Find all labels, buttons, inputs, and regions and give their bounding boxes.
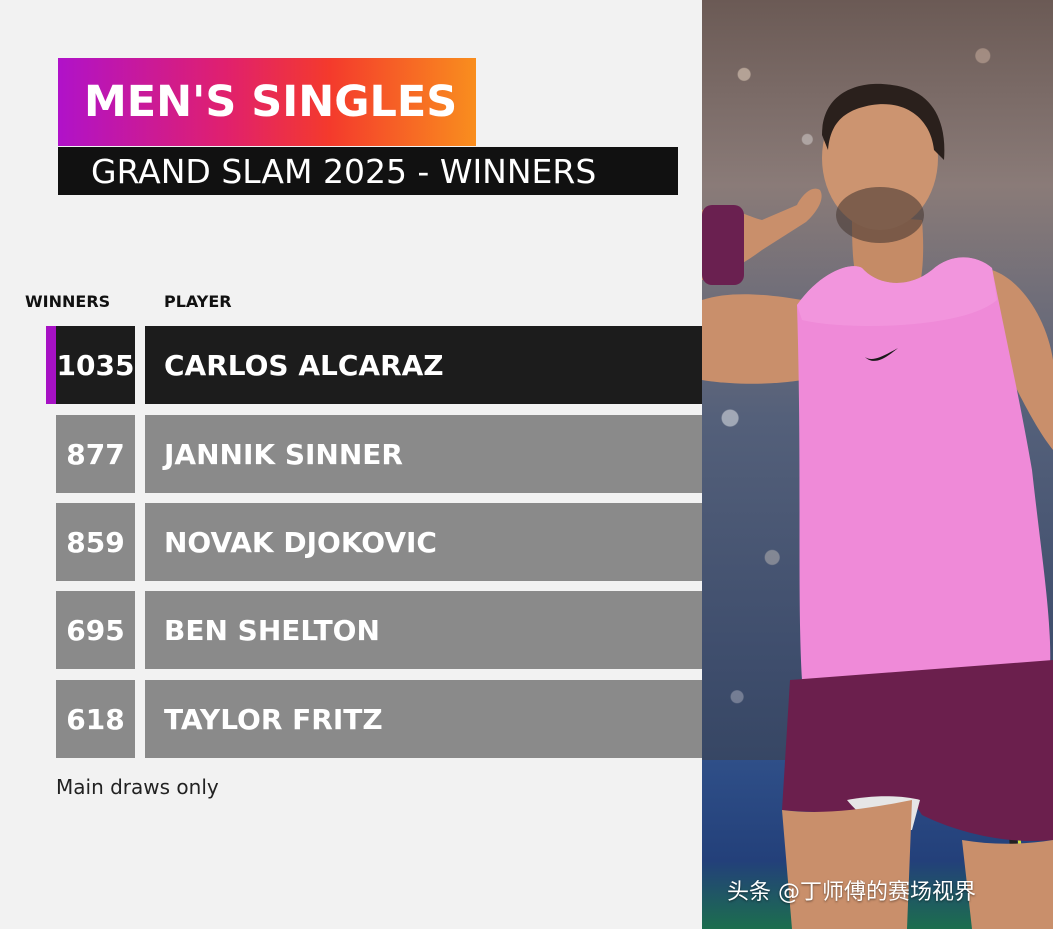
winners-value: 859 (56, 503, 135, 581)
player-name: BEN SHELTON (145, 591, 702, 669)
infographic-panel: MEN'S SINGLES GRAND SLAM 2025 - WINNERS … (0, 58, 702, 799)
page-subtitle: GRAND SLAM 2025 - WINNERS (91, 151, 597, 191)
player-figure (702, 83, 1053, 929)
winners-value: 618 (56, 680, 135, 758)
winners-value: 877 (56, 415, 135, 493)
column-header-winners: WINNERS (25, 292, 111, 311)
player-name: JANNIK SINNER (145, 415, 702, 493)
subtitle-banner: GRAND SLAM 2025 - WINNERS (58, 147, 678, 195)
footnote: Main draws only (56, 775, 219, 799)
watermark: 头条 @丁师傅的赛场视界 (727, 880, 976, 905)
title-banner: MEN'S SINGLES (58, 58, 476, 146)
highlight-accent-bar (46, 326, 56, 404)
table-row: 1035 CARLOS ALCARAZ (0, 326, 702, 404)
column-header-player: PLAYER (164, 292, 232, 311)
page-title: MEN'S SINGLES (84, 77, 458, 127)
player-name: NOVAK DJOKOVIC (145, 503, 702, 581)
table-row: 877 JANNIK SINNER (0, 415, 702, 493)
player-name: TAYLOR FRITZ (145, 680, 702, 758)
table-row: 695 BEN SHELTON (0, 591, 702, 669)
player-photo (702, 0, 1053, 929)
table-row: 618 TAYLOR FRITZ (0, 680, 702, 758)
table-row: 859 NOVAK DJOKOVIC (0, 503, 702, 581)
winners-value: 1035 (56, 326, 135, 404)
winners-value: 695 (56, 591, 135, 669)
player-name: CARLOS ALCARAZ (145, 326, 702, 404)
